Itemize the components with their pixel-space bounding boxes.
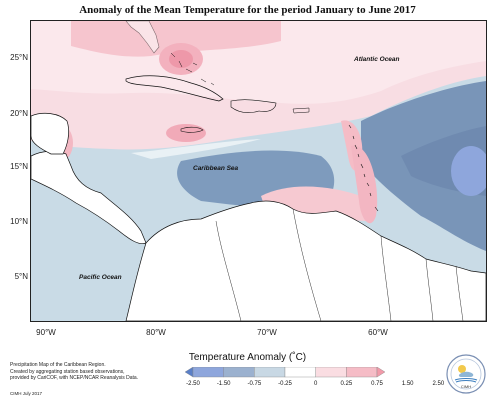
caribbean-sea-label: Caribbean Sea bbox=[193, 165, 239, 172]
legend-tick-label: 0.75 bbox=[371, 381, 383, 387]
legend-tick-label: 0.25 bbox=[340, 381, 353, 387]
lat-label-20n: 20°N bbox=[10, 109, 28, 118]
legend-tick-label: 1.50 bbox=[401, 381, 414, 387]
lat-label-5n: 5°N bbox=[14, 272, 28, 281]
atlantic-ocean-label: Atlantic Ocean bbox=[353, 56, 400, 63]
legend-tick-label: 0 bbox=[313, 381, 318, 387]
lat-label-10n: 10°N bbox=[10, 217, 28, 226]
legend-ticks: -2.50 -1.50 -0.75 -0.25 0 0.25 0.75 1.50 2.50 bbox=[185, 381, 444, 391]
logo-text: CIMH bbox=[461, 384, 471, 389]
pacific-ocean-label: Pacific Ocean bbox=[79, 274, 122, 281]
lon-label-70w: 70°W bbox=[257, 328, 277, 337]
cimh-logo: CIMH bbox=[446, 354, 486, 394]
lon-label-90w: 90°W bbox=[36, 328, 56, 337]
legend-swatch-1 bbox=[192, 367, 224, 378]
map-title: Anomaly of the Mean Temperature for the … bbox=[79, 4, 416, 16]
lon-label-60w: 60°W bbox=[368, 328, 388, 337]
lat-label-25n: 25°N bbox=[10, 53, 28, 62]
legend-swatch-0 bbox=[185, 367, 194, 378]
legend-swatch-4 bbox=[284, 367, 316, 378]
anomaly-map: Atlantic Ocean Caribbean Sea Pacific Oce… bbox=[30, 20, 487, 322]
legend-title: Temperature Anomaly (˚C) bbox=[188, 352, 307, 363]
legend-swatch-6 bbox=[346, 367, 378, 378]
legend-swatch-3 bbox=[254, 367, 286, 378]
map-description: Precipitation Map of the Caribbean Regio… bbox=[10, 362, 139, 381]
legend-tick-label: -2.50 bbox=[186, 381, 200, 387]
lon-label-80w: 80°W bbox=[146, 328, 166, 337]
map-credit: CIMH July 2017 bbox=[10, 391, 43, 396]
legend-swatch-7 bbox=[376, 367, 385, 378]
legend-tick-label: 2.50 bbox=[432, 381, 445, 387]
lat-label-15n: 15°N bbox=[10, 162, 28, 171]
legend-tick-label: -0.75 bbox=[247, 381, 262, 387]
legend-tick-label: -1.50 bbox=[216, 381, 231, 387]
legend-tick-label: -0.25 bbox=[278, 381, 292, 387]
legend-swatch-2 bbox=[223, 367, 255, 378]
legend-swatch-5 bbox=[315, 367, 347, 378]
color-scale-bar bbox=[185, 367, 385, 378]
